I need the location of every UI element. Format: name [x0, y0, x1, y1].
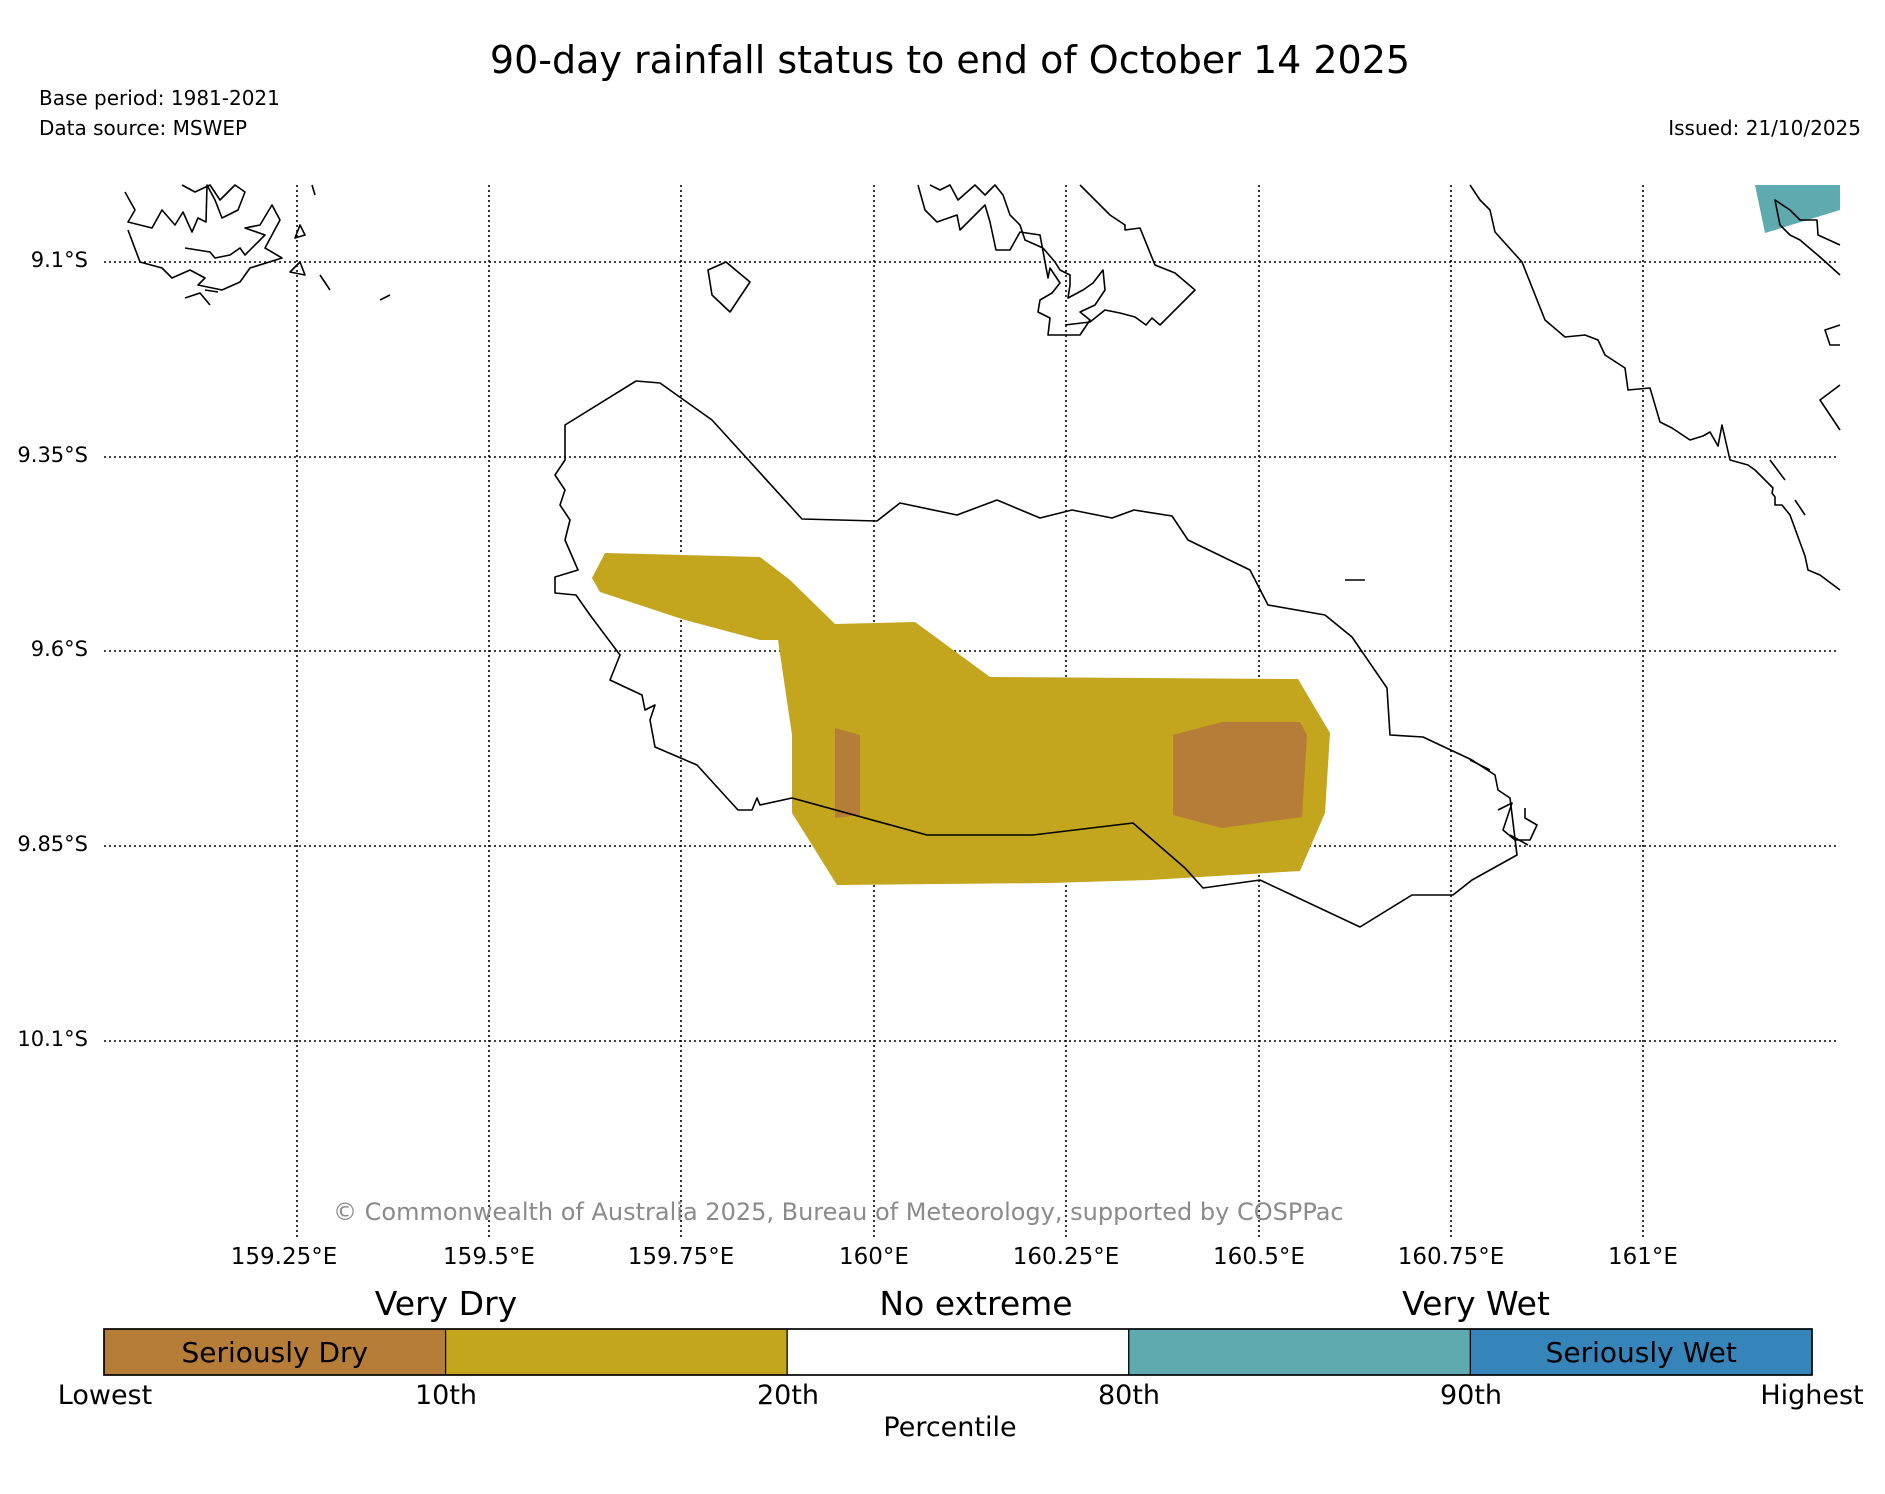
- copyright-notice: © Commonwealth of Australia 2025, Bureau…: [333, 1198, 1344, 1226]
- small-island-coastline: [707, 261, 751, 313]
- lon-label: 160.25°E: [1012, 1244, 1120, 1270]
- colorbar-segment-label: Seriously Dry: [181, 1336, 368, 1369]
- russell-islands-fragments: [184, 184, 391, 306]
- russell-islands-coastline-south: [127, 204, 283, 291]
- lon-label: 160.75°E: [1397, 1244, 1505, 1270]
- legend-colorbar: Seriously Dry Seriously Wet: [103, 1328, 1813, 1376]
- guadalcanal-east-fragments: [1345, 579, 1538, 846]
- issued-date: Issued: 21/10/2025: [1668, 116, 1861, 140]
- legend-heading-very-dry: Very Dry: [374, 1284, 518, 1323]
- percentile-tick: 20th: [756, 1380, 820, 1411]
- colorbar-segment: [786, 1328, 1130, 1376]
- seriously-dry-area-east: [1173, 722, 1307, 828]
- colorbar-segment-label: Seriously Wet: [1546, 1336, 1737, 1369]
- legend-heading-very-wet: Very Wet: [1402, 1284, 1550, 1323]
- lon-label: 159.75°E: [627, 1244, 735, 1270]
- legend-heading-no-extreme: No extreme: [879, 1284, 1073, 1323]
- seriously-dry-area-west: [835, 728, 860, 818]
- percentile-tick: 10th: [414, 1380, 478, 1411]
- lat-label: 9.85°S: [17, 832, 88, 856]
- guadalcanal-coastline: [554, 380, 1518, 928]
- lon-label: 159.25°E: [230, 1244, 338, 1270]
- russell-islands-coastline: [124, 184, 246, 233]
- percentile-tick: Lowest: [57, 1380, 153, 1411]
- lat-label: 9.35°S: [17, 443, 88, 467]
- percentile-tick: Highest: [1760, 1380, 1864, 1411]
- colorbar-segment: [1128, 1328, 1472, 1376]
- lat-label: 9.1°S: [30, 248, 88, 272]
- lat-label: 10.1°S: [17, 1027, 88, 1051]
- malaita-coastline-west: [1769, 199, 1841, 516]
- lon-label: 161°E: [1608, 1244, 1678, 1270]
- florida-islands-coastline: [917, 184, 1106, 336]
- very-dry-area: [592, 553, 1330, 885]
- very-wet-area: [1755, 185, 1840, 233]
- base-period-note: Base period: 1981-2021: [39, 86, 280, 110]
- lon-label: 160°E: [839, 1244, 909, 1270]
- lon-label: 159.5°E: [443, 1244, 535, 1270]
- chart-title: 90-day rainfall status to end of October…: [489, 38, 1411, 82]
- florida-islands-coastline-east: [1064, 184, 1196, 326]
- percentile-tick: 90th: [1439, 1380, 1503, 1411]
- lat-label: 9.6°S: [30, 637, 88, 661]
- lon-label: 160.5°E: [1213, 1244, 1305, 1270]
- colorbar-segment: [445, 1328, 788, 1376]
- malaita-coastline: [1469, 184, 1841, 591]
- colorbar-segment: [1469, 1328, 1813, 1376]
- coastlines: [124, 184, 1841, 928]
- data-source-note: Data source: MSWEP: [39, 116, 248, 140]
- colorbar-frame: [103, 1328, 1813, 1376]
- colorbar-axis-label: Percentile: [883, 1412, 1017, 1443]
- percentile-tick: 80th: [1097, 1380, 1161, 1411]
